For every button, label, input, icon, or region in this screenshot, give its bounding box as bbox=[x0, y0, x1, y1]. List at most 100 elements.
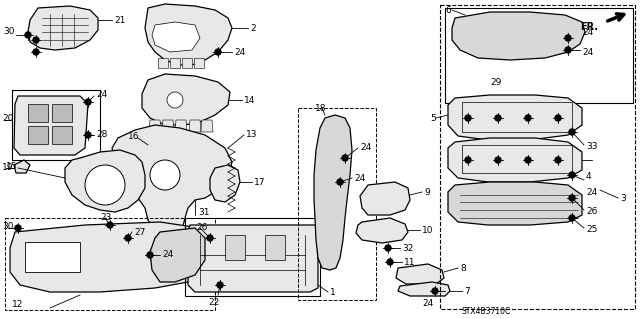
Text: 27: 27 bbox=[134, 228, 145, 237]
Circle shape bbox=[385, 245, 391, 251]
Polygon shape bbox=[10, 222, 205, 292]
Text: 7: 7 bbox=[464, 287, 470, 296]
Text: 23: 23 bbox=[100, 213, 111, 222]
Bar bbox=[462, 102, 572, 132]
Text: 31: 31 bbox=[198, 208, 209, 217]
Bar bbox=[12, 90, 100, 160]
Polygon shape bbox=[194, 58, 204, 68]
Circle shape bbox=[85, 99, 91, 105]
Circle shape bbox=[495, 115, 501, 121]
Bar bbox=[445, 8, 633, 103]
Circle shape bbox=[33, 49, 39, 55]
Text: 24: 24 bbox=[582, 48, 593, 57]
Circle shape bbox=[217, 282, 223, 288]
Circle shape bbox=[569, 172, 575, 178]
Polygon shape bbox=[225, 235, 245, 260]
Circle shape bbox=[33, 37, 39, 43]
Circle shape bbox=[555, 157, 561, 163]
Circle shape bbox=[125, 235, 131, 241]
Polygon shape bbox=[149, 120, 161, 132]
Text: 25: 25 bbox=[586, 225, 597, 234]
Polygon shape bbox=[448, 95, 582, 140]
Polygon shape bbox=[189, 120, 201, 132]
Text: 30: 30 bbox=[3, 27, 15, 36]
Text: 24: 24 bbox=[360, 143, 371, 152]
Bar bbox=[462, 145, 572, 173]
Text: 24: 24 bbox=[354, 174, 365, 183]
Polygon shape bbox=[201, 120, 213, 132]
Polygon shape bbox=[112, 125, 232, 238]
Text: 24: 24 bbox=[422, 299, 433, 308]
Circle shape bbox=[85, 165, 125, 205]
Text: 13: 13 bbox=[246, 130, 257, 139]
Text: STX4B3710C: STX4B3710C bbox=[462, 307, 511, 316]
Bar bbox=[28, 104, 48, 122]
Circle shape bbox=[565, 47, 571, 53]
Text: 21: 21 bbox=[114, 16, 125, 25]
Circle shape bbox=[569, 129, 575, 135]
Bar bbox=[185, 218, 320, 296]
Text: 24: 24 bbox=[96, 90, 108, 99]
Polygon shape bbox=[452, 12, 585, 60]
Circle shape bbox=[15, 225, 21, 231]
Polygon shape bbox=[182, 58, 192, 68]
Circle shape bbox=[465, 115, 471, 121]
Text: 18: 18 bbox=[315, 104, 326, 113]
Polygon shape bbox=[314, 115, 352, 270]
Circle shape bbox=[495, 157, 501, 163]
Polygon shape bbox=[28, 6, 98, 50]
Text: 32: 32 bbox=[402, 244, 413, 253]
Text: 33: 33 bbox=[586, 142, 598, 151]
Text: 26: 26 bbox=[196, 223, 207, 232]
Text: 12: 12 bbox=[12, 300, 24, 309]
Text: 16: 16 bbox=[128, 132, 140, 141]
Text: 1: 1 bbox=[330, 288, 336, 297]
Text: 24: 24 bbox=[234, 48, 245, 57]
Circle shape bbox=[150, 160, 180, 190]
Text: 5: 5 bbox=[430, 114, 436, 123]
Text: 8: 8 bbox=[460, 264, 466, 273]
Bar bbox=[440, 5, 635, 309]
Circle shape bbox=[565, 35, 571, 41]
Circle shape bbox=[465, 157, 471, 163]
Polygon shape bbox=[145, 4, 232, 65]
Text: 20: 20 bbox=[2, 114, 13, 123]
Circle shape bbox=[215, 49, 221, 55]
Text: 15: 15 bbox=[6, 162, 17, 171]
Polygon shape bbox=[188, 225, 318, 292]
Polygon shape bbox=[396, 264, 444, 284]
Circle shape bbox=[387, 259, 393, 265]
Circle shape bbox=[167, 92, 183, 108]
Text: 10: 10 bbox=[422, 226, 433, 235]
Text: 6: 6 bbox=[445, 6, 451, 15]
Bar bbox=[5, 218, 215, 310]
Polygon shape bbox=[398, 282, 450, 296]
Polygon shape bbox=[162, 120, 174, 132]
Circle shape bbox=[85, 132, 91, 138]
Text: 24: 24 bbox=[582, 28, 593, 37]
Text: 22: 22 bbox=[208, 298, 220, 307]
Text: 24: 24 bbox=[586, 188, 597, 197]
Circle shape bbox=[525, 115, 531, 121]
Polygon shape bbox=[14, 96, 88, 155]
Bar bbox=[52, 104, 72, 122]
Text: 19: 19 bbox=[2, 163, 13, 172]
Bar bbox=[298, 108, 376, 300]
Polygon shape bbox=[152, 22, 200, 52]
Circle shape bbox=[107, 222, 113, 228]
Circle shape bbox=[342, 155, 348, 161]
Circle shape bbox=[569, 215, 575, 221]
Circle shape bbox=[25, 32, 31, 38]
Circle shape bbox=[555, 115, 561, 121]
Text: 11: 11 bbox=[404, 258, 415, 267]
Text: 29: 29 bbox=[490, 78, 501, 87]
Text: 9: 9 bbox=[424, 188, 429, 197]
Text: 26: 26 bbox=[586, 207, 597, 216]
Polygon shape bbox=[210, 165, 240, 202]
Text: 14: 14 bbox=[244, 96, 255, 105]
Polygon shape bbox=[65, 150, 145, 212]
Polygon shape bbox=[14, 160, 30, 173]
Polygon shape bbox=[170, 58, 180, 68]
Text: 28: 28 bbox=[96, 130, 108, 139]
Circle shape bbox=[147, 252, 153, 258]
